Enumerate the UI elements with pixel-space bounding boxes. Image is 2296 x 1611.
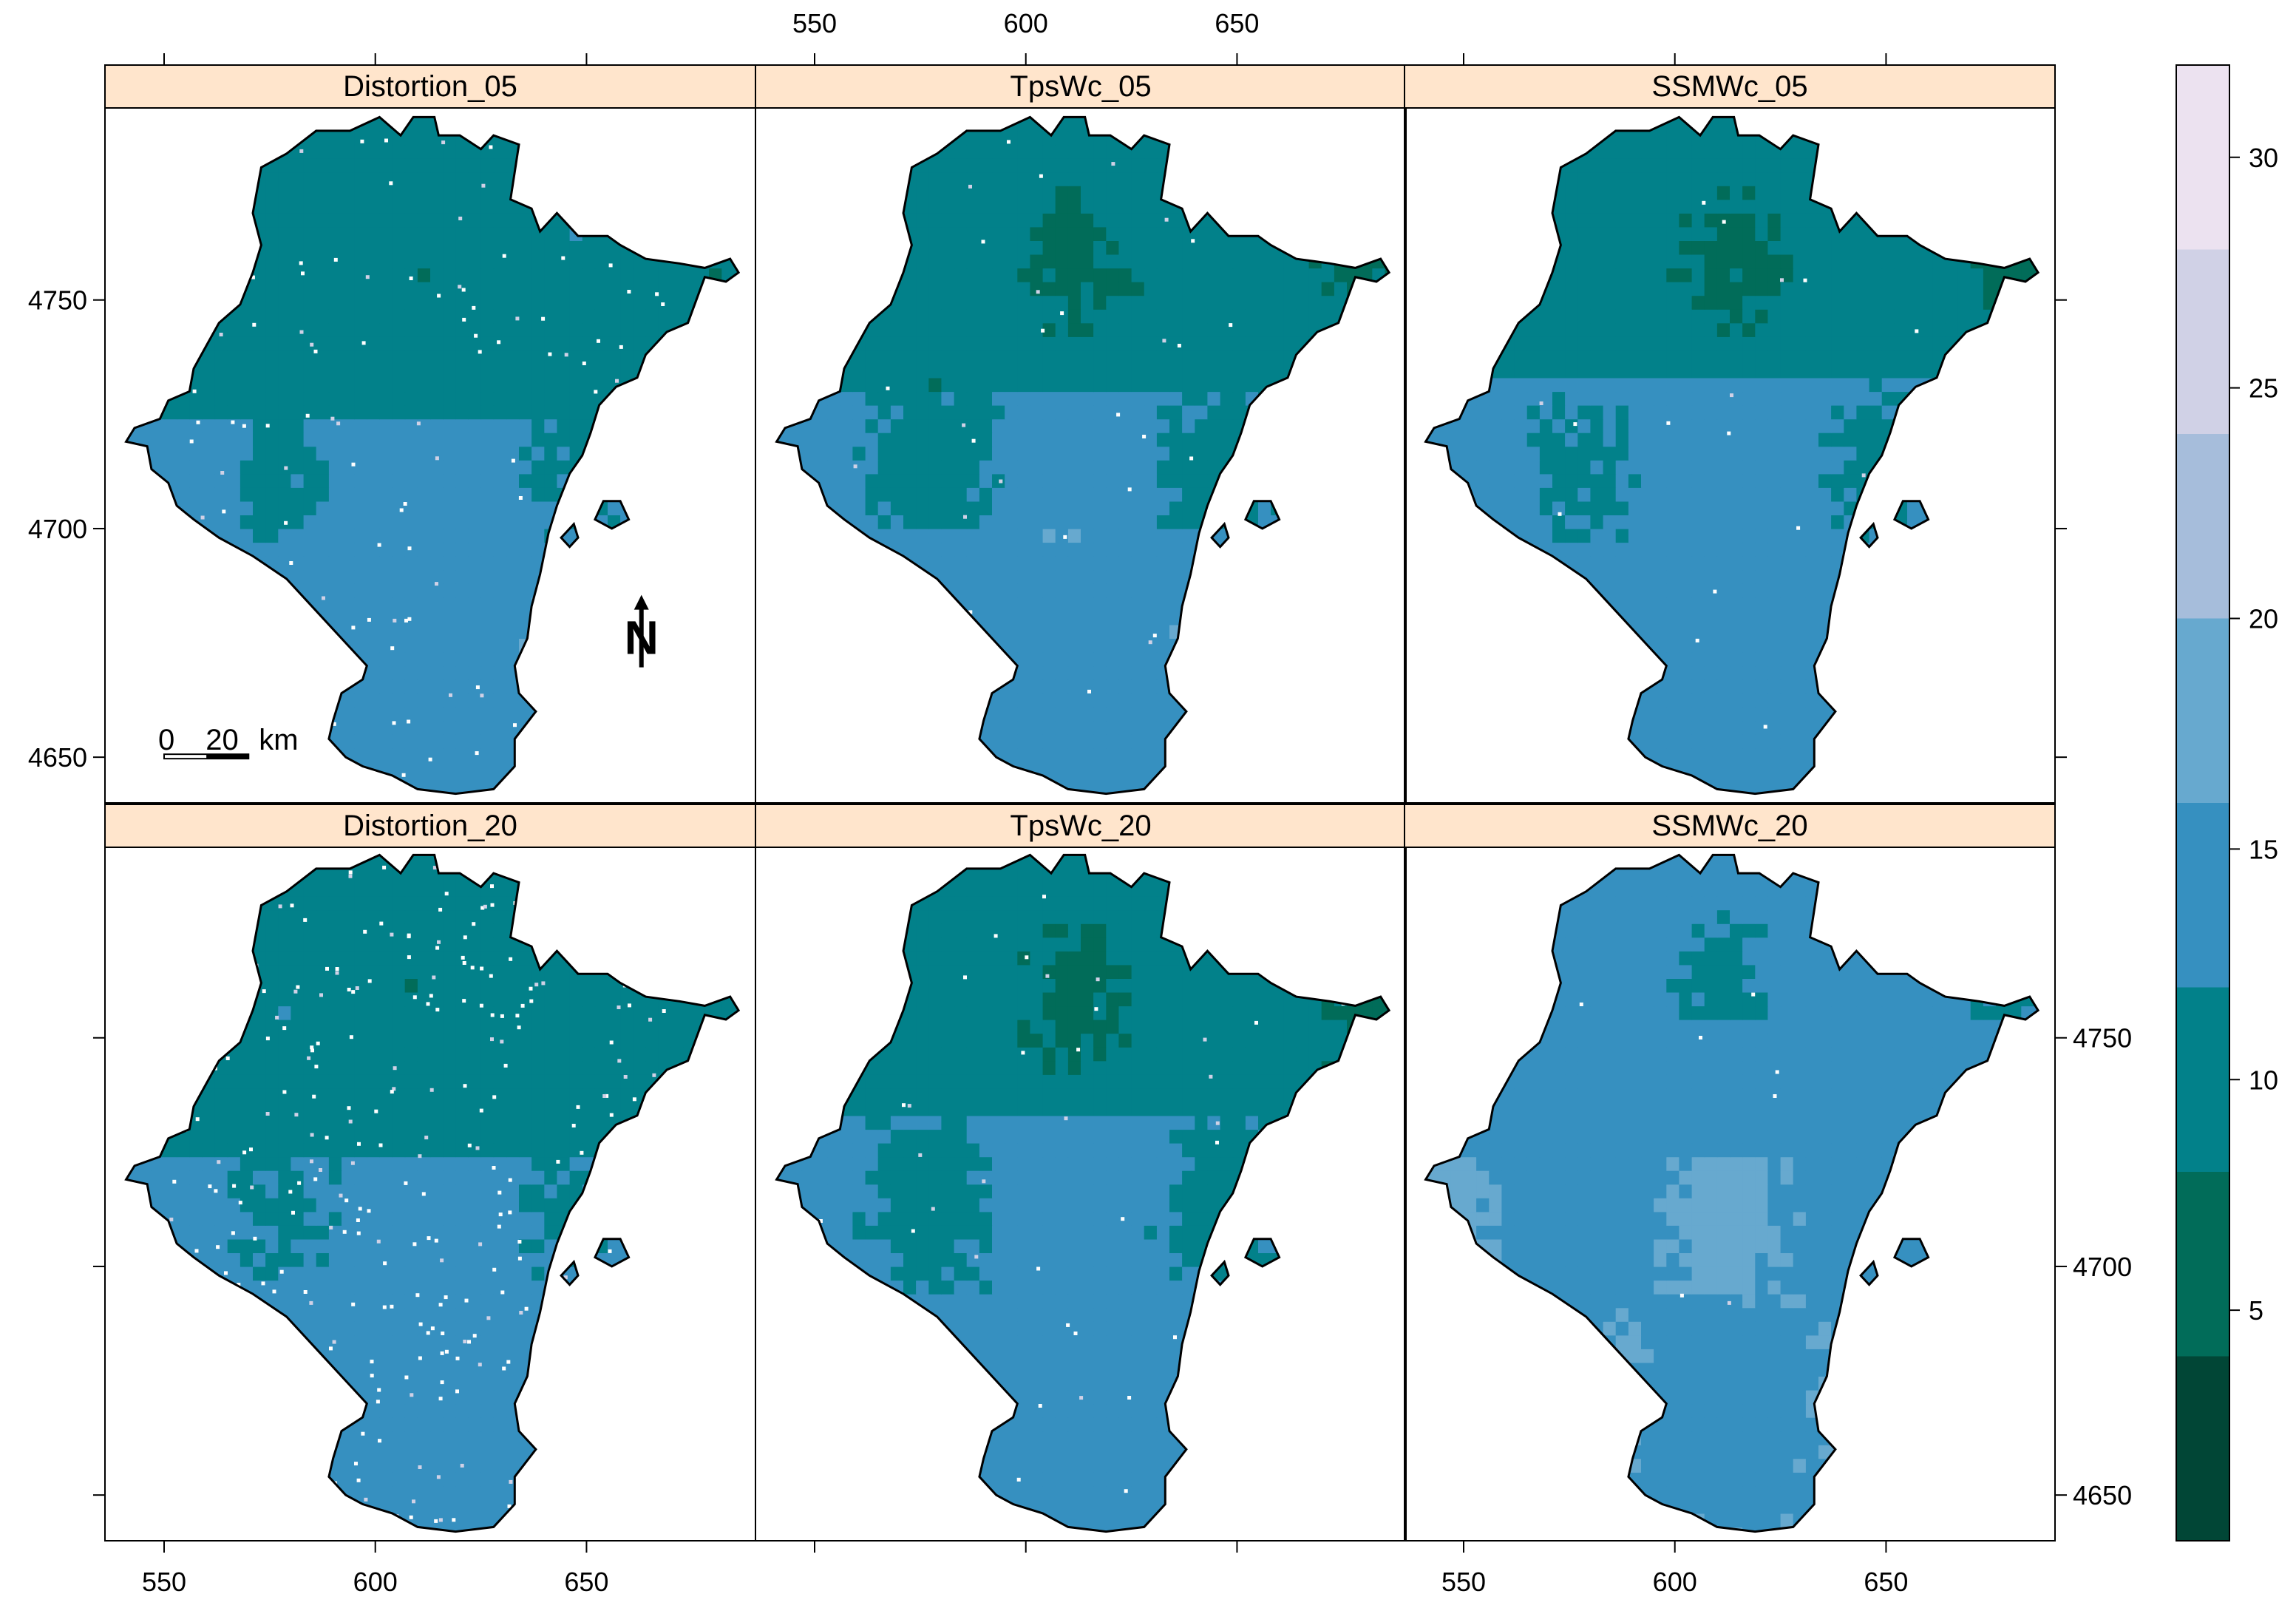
colorbar-bin	[2176, 987, 2229, 1172]
y-tick-label-right: 4750	[2073, 1023, 2132, 1054]
enclave-outline	[1859, 1259, 1879, 1286]
panel-title: TpsWc_20	[1010, 810, 1151, 842]
enclave-outline	[1210, 521, 1230, 549]
x-tick-label-top: 650	[1215, 8, 1259, 38]
region-outline	[1424, 853, 2040, 1533]
north-label: N	[625, 611, 659, 665]
y-tick-label-left: 4650	[28, 742, 87, 773]
colorbar-frame	[2176, 64, 2230, 1542]
panel-title: TpsWc_05	[1010, 70, 1151, 103]
x-tick-label-top: 550	[792, 8, 837, 38]
panel-frame	[1404, 847, 2056, 1542]
region-outline	[775, 853, 1391, 1533]
colorbar-tick-label: 5	[2249, 1295, 2263, 1326]
panel-s20: SSMWc_20	[1404, 804, 2056, 1542]
panel-title: Distortion_20	[343, 810, 517, 842]
x-tick-label-bottom: 600	[1653, 1567, 1697, 1597]
colorbar-bin	[2176, 1356, 2229, 1541]
colorbar-bin	[2176, 65, 2229, 250]
axes: 550 550 550 600 600 600 650 650 650 4650 4650 4700 4…	[28, 8, 2132, 1597]
scale-label-unit: km	[259, 724, 298, 756]
colorbar-bin	[2176, 803, 2229, 988]
enclave-outline	[593, 500, 631, 530]
scale-label-end: 20	[206, 724, 239, 756]
raster-t20	[776, 855, 1390, 1532]
x-tick-label-bottom: 550	[142, 1567, 186, 1597]
x-tick-label-bottom: 650	[564, 1567, 608, 1597]
colorbar-tick-label: 25	[2249, 373, 2278, 404]
panel-frame	[1404, 107, 2056, 804]
panel-frame	[755, 847, 1407, 1542]
scale-label-start: 0	[158, 724, 174, 756]
strip-t20	[755, 804, 1407, 848]
enclave-outline	[1859, 521, 1879, 549]
colorbar-tick-label: 30	[2249, 143, 2278, 173]
panel-s05: SSMWc_05	[1404, 64, 2056, 804]
raster-s20	[1425, 855, 2039, 1532]
colorbar-tick-label: 20	[2249, 604, 2278, 634]
colorbar: 5 10 15 20 25 30	[2176, 64, 2278, 1542]
colorbar-bin	[2176, 434, 2229, 619]
enclave-outline	[593, 1238, 631, 1268]
region-outline	[124, 853, 741, 1533]
enclave-outline	[1892, 500, 1930, 530]
enclave-outline	[1243, 500, 1281, 530]
x-tick-label-bottom: 550	[1441, 1567, 1486, 1597]
colorbar-tick-label: 15	[2249, 834, 2278, 864]
panel-title: SSMWc_05	[1651, 70, 1807, 103]
panel-title: Distortion_05	[343, 70, 517, 103]
enclave-outline	[1892, 1238, 1930, 1268]
north-arrow-icon: N	[625, 594, 659, 668]
strip-d05	[104, 64, 756, 109]
raster-d05	[126, 117, 739, 794]
panel-t20: TpsWc_20	[755, 804, 1407, 1542]
x-tick-label-bottom: 650	[1864, 1567, 1908, 1597]
region-outline	[775, 115, 1391, 796]
y-tick-label-left: 4700	[28, 514, 87, 544]
raster-d20	[126, 855, 739, 1532]
x-tick-label-top: 600	[1004, 8, 1048, 38]
panel-d05: Distortion_05 0 20 km N	[104, 64, 756, 804]
strip-d20	[104, 804, 756, 848]
raster-t05	[776, 117, 1390, 794]
colorbar-bin	[2176, 618, 2229, 803]
colorbar-bin	[2176, 1172, 2229, 1357]
enclave-outline	[1243, 1238, 1281, 1268]
colorbar-tick-label: 10	[2249, 1065, 2278, 1095]
x-tick-label-bottom: 600	[353, 1567, 398, 1597]
region-outline	[124, 115, 741, 796]
region-outline	[1424, 115, 2040, 796]
panel-t05: TpsWc_05	[755, 64, 1407, 804]
raster-s05	[1425, 117, 2039, 794]
panel-d20: Distortion_20	[104, 804, 756, 1542]
panel-frame	[755, 107, 1407, 804]
enclave-outline	[1210, 1259, 1230, 1286]
panel-title: SSMWc_20	[1651, 810, 1807, 842]
y-tick-label-right: 4650	[2073, 1480, 2132, 1510]
scale-bar: 0 20 km	[158, 724, 299, 760]
colorbar-bin	[2176, 249, 2229, 434]
enclave-outline	[560, 521, 580, 549]
y-tick-label-left: 4750	[28, 285, 87, 316]
strip-s20	[1404, 804, 2056, 848]
enclave-outline	[560, 1259, 580, 1286]
y-tick-label-right: 4700	[2073, 1252, 2132, 1282]
